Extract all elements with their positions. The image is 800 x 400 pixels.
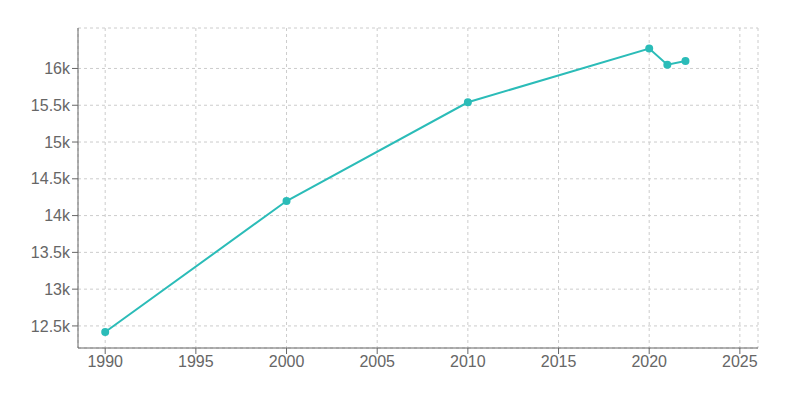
svg-text:14.5k: 14.5k bbox=[31, 170, 71, 187]
svg-text:13k: 13k bbox=[44, 281, 71, 298]
svg-text:12.5k: 12.5k bbox=[31, 318, 71, 335]
svg-text:2015: 2015 bbox=[541, 353, 577, 370]
svg-text:2025: 2025 bbox=[722, 353, 758, 370]
svg-text:14k: 14k bbox=[44, 207, 71, 224]
svg-text:15.5k: 15.5k bbox=[31, 97, 71, 114]
svg-text:2020: 2020 bbox=[631, 353, 667, 370]
svg-text:2005: 2005 bbox=[359, 353, 395, 370]
svg-text:13.5k: 13.5k bbox=[31, 244, 71, 261]
svg-text:2000: 2000 bbox=[269, 353, 305, 370]
svg-text:1990: 1990 bbox=[87, 353, 123, 370]
svg-text:15k: 15k bbox=[44, 134, 71, 151]
svg-text:1995: 1995 bbox=[178, 353, 214, 370]
svg-text:16k: 16k bbox=[44, 60, 71, 77]
svg-text:2010: 2010 bbox=[450, 353, 486, 370]
